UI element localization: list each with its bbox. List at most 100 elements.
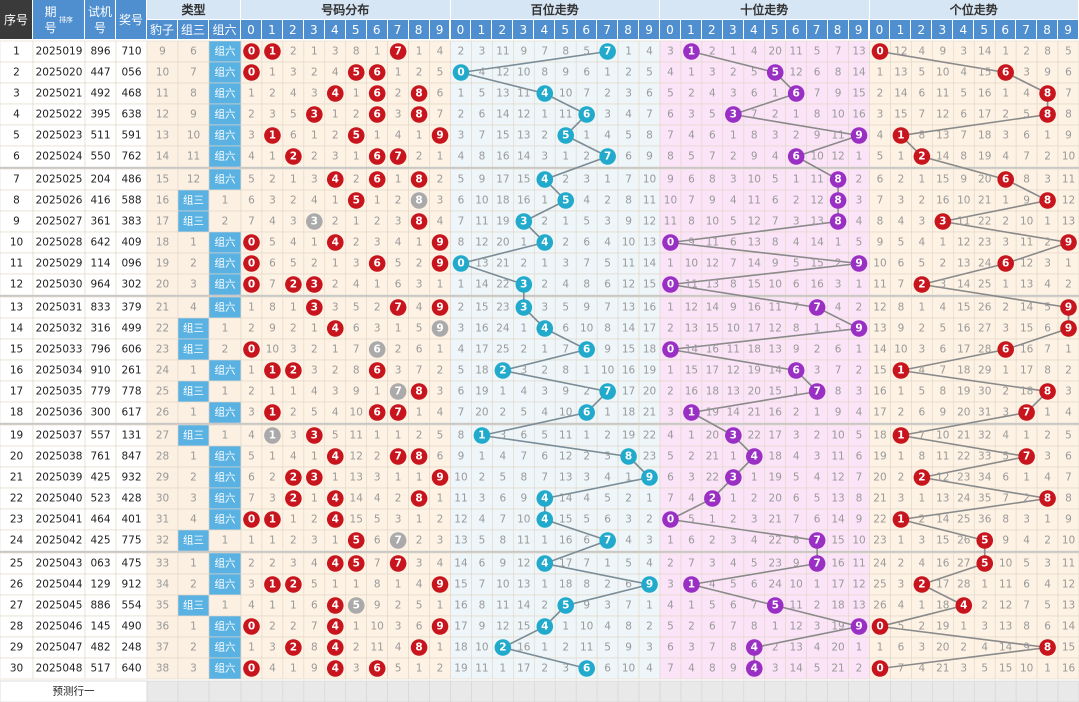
hit-number: 2 — [918, 279, 925, 291]
hit-number: 4 — [541, 174, 548, 186]
omission: 9 — [374, 600, 381, 612]
omission: 13 — [685, 323, 698, 335]
omission: 5 — [541, 430, 548, 442]
omission: 9 — [835, 88, 842, 100]
omission: 15 — [1062, 642, 1075, 654]
omission: 8 — [793, 323, 800, 335]
omission: 1 — [353, 216, 360, 228]
omission: 18 — [559, 579, 572, 591]
omission: 10 — [350, 407, 363, 419]
omission: 15 — [517, 621, 530, 633]
omission: 2 — [332, 130, 339, 142]
cell-seq: 20 — [10, 451, 23, 463]
hit-number: 4 — [541, 88, 548, 100]
omission: 3 — [667, 579, 674, 591]
hit-number: 5 — [981, 535, 988, 547]
footer-empty — [575, 680, 598, 702]
omission: 4 — [898, 216, 905, 228]
omission: 7 — [562, 344, 569, 356]
omission: 4 — [416, 579, 423, 591]
cell-test: 557 — [90, 430, 110, 442]
omission: 10 — [789, 579, 802, 591]
type-omission: 18 — [156, 237, 169, 249]
omission: 7 — [479, 130, 486, 142]
hit-number: 7 — [813, 302, 820, 314]
cell-seq: 7 — [13, 174, 20, 186]
sort-icon[interactable]: 排序 — [59, 15, 73, 24]
omission: 7 — [353, 344, 360, 356]
hit-number: 6 — [793, 88, 800, 100]
cell-prize: 409 — [121, 237, 141, 249]
omission: 14 — [475, 279, 489, 291]
omission: 1 — [353, 88, 360, 100]
header-digit: 0 — [660, 20, 681, 40]
type-hit: 组三 — [183, 194, 204, 207]
omission: 3 — [541, 151, 548, 163]
omission: 1 — [416, 407, 423, 419]
omission: 12 — [936, 109, 949, 121]
omission: 7 — [458, 216, 465, 228]
omission: 2 — [374, 216, 381, 228]
omission: 1 — [332, 109, 339, 121]
omission: 4 — [919, 46, 926, 58]
hit-number: 8 — [415, 642, 422, 654]
omission: 7 — [667, 130, 674, 142]
footer-empty — [513, 680, 535, 702]
omission: 9 — [562, 67, 569, 79]
omission: 2 — [1023, 493, 1030, 505]
omission: 2 — [395, 600, 402, 612]
omission: 9 — [751, 151, 758, 163]
header-digit: 5 — [555, 20, 577, 40]
omission: 24 — [873, 558, 887, 570]
omission: 12 — [685, 302, 698, 314]
type-omission: 1 — [222, 386, 229, 398]
omission: 2 — [311, 258, 318, 270]
hit-number: 4 — [751, 642, 758, 654]
omission: 2 — [520, 258, 527, 270]
omission: 13 — [936, 130, 949, 142]
omission: 5 — [604, 258, 611, 270]
cell-test: 063 — [90, 558, 110, 570]
omission: 6 — [939, 344, 946, 356]
omission: 7 — [960, 130, 967, 142]
header-issue[interactable]: 期号 排序 — [33, 0, 85, 40]
hit-number: 0 — [457, 67, 464, 79]
omission: 7 — [919, 430, 926, 442]
cell-test: 796 — [90, 344, 110, 356]
omission: 2 — [751, 493, 758, 505]
omission: 4 — [1002, 151, 1009, 163]
omission: 4 — [919, 237, 926, 249]
cell-issue: 2025026 — [36, 195, 83, 207]
hit-number: 3 — [520, 302, 527, 314]
omission: 3 — [898, 195, 905, 207]
omission: 9 — [877, 237, 884, 249]
omission: 13 — [517, 579, 530, 591]
cell-issue: 2025033 — [36, 344, 83, 356]
omission: 6 — [520, 430, 527, 442]
type-hit: 组六 — [215, 620, 236, 633]
type-omission: 19 — [156, 258, 169, 270]
cell-test: 964 — [90, 279, 110, 291]
hit-number: 1 — [897, 130, 904, 142]
omission: 13 — [517, 130, 530, 142]
header-digit: 4 — [743, 20, 765, 40]
cell-seq: 18 — [10, 407, 23, 419]
cell-test: 425 — [90, 472, 110, 484]
omission: 13 — [810, 216, 823, 228]
hit-number: 9 — [1065, 237, 1072, 249]
omission: 1 — [604, 407, 611, 419]
omission: 1 — [667, 365, 674, 377]
omission: 4 — [646, 46, 653, 58]
cell-prize: 617 — [121, 407, 141, 419]
cell-test: 896 — [90, 46, 110, 58]
omission: 10 — [559, 88, 572, 100]
omission: 8 — [793, 535, 800, 547]
omission: 6 — [353, 323, 360, 335]
omission: 3 — [688, 109, 695, 121]
omission: 17 — [517, 663, 530, 675]
omission: 9 — [604, 344, 611, 356]
omission: 2 — [898, 407, 905, 419]
omission: 1 — [290, 302, 297, 314]
hit-number: 6 — [1002, 258, 1009, 270]
omission: 19 — [454, 663, 467, 675]
